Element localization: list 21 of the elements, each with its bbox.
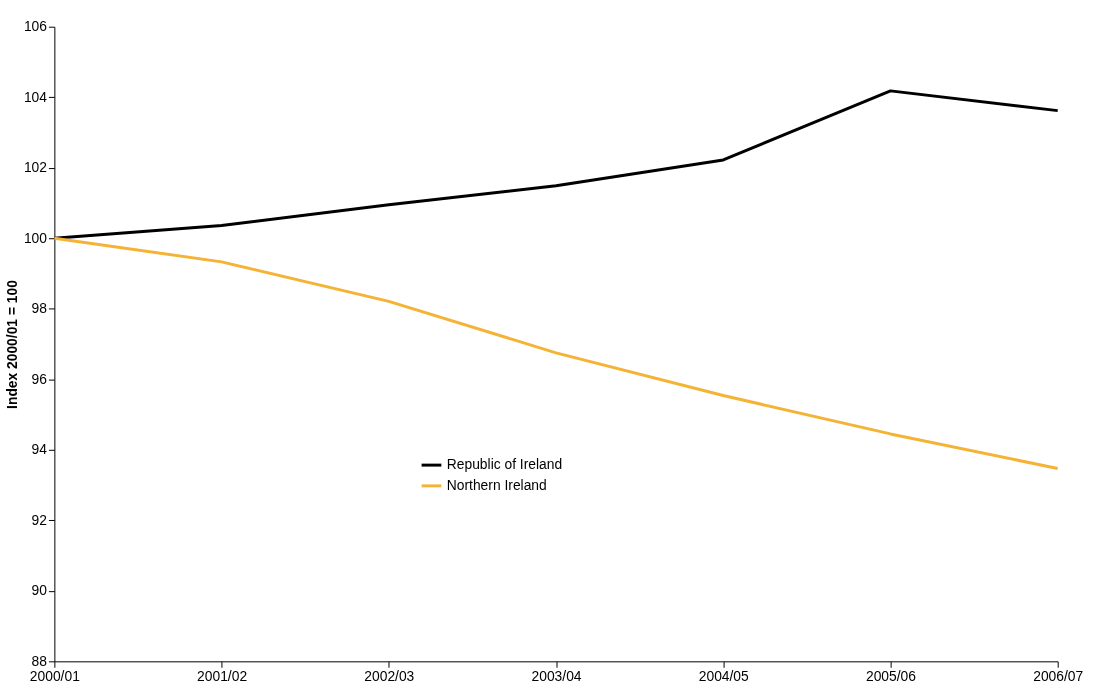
y-tick-label: 104 bbox=[23, 88, 48, 105]
y-tick-label: 90 bbox=[31, 582, 48, 599]
y-tick-label: 98 bbox=[31, 300, 48, 317]
x-tick-label: 2003/04 bbox=[531, 667, 582, 684]
y-tick-label: 102 bbox=[23, 159, 47, 176]
legend-label: Northern Ireland bbox=[446, 476, 547, 493]
y-tick-label: 94 bbox=[31, 441, 48, 458]
y-tick-label: 106 bbox=[23, 18, 48, 35]
x-tick-label: 2001/02 bbox=[197, 667, 248, 684]
x-tick-label: 2005/06 bbox=[865, 667, 917, 684]
y-tick-label: 92 bbox=[31, 511, 47, 528]
y-axis-title: Index 2000/01 = 100 bbox=[3, 279, 20, 409]
legend-label: Republic of Ireland bbox=[446, 456, 563, 473]
x-tick-label: 2006/07 bbox=[1033, 667, 1084, 684]
y-tick-label: 96 bbox=[31, 370, 48, 387]
line-series bbox=[52, 236, 1060, 470]
y-tick-label: 100 bbox=[23, 229, 48, 246]
x-tick-label: 2002/03 bbox=[364, 667, 415, 684]
x-tick-label: 2004/05 bbox=[698, 667, 750, 684]
x-tick-label: 2000/01 bbox=[29, 667, 81, 684]
y-tick-label: 88 bbox=[31, 652, 48, 669]
